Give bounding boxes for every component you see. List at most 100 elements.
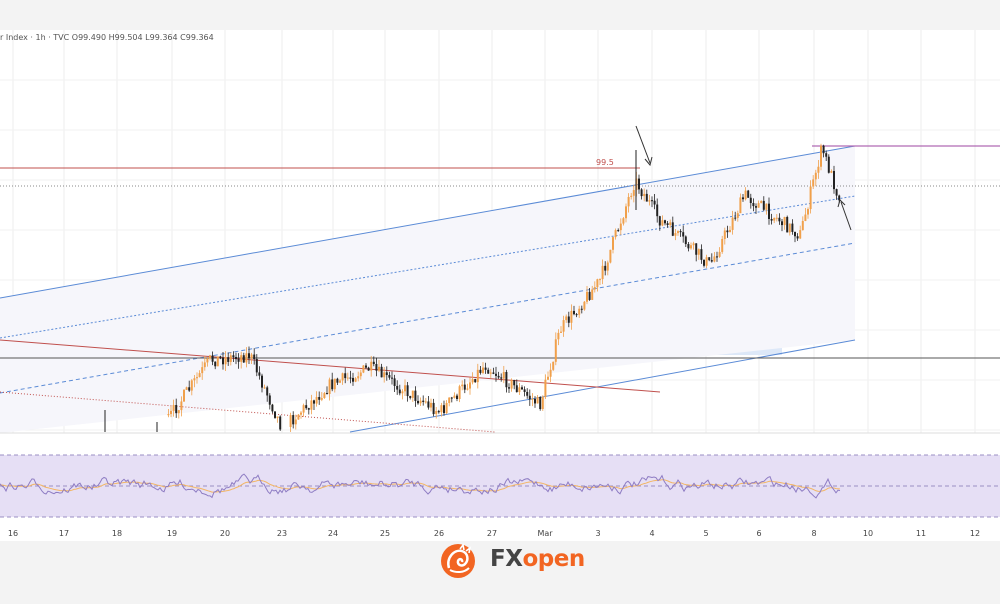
candle (812, 175, 815, 190)
candle-body (835, 189, 838, 196)
candle (744, 187, 747, 201)
candle (479, 366, 482, 375)
candle (705, 254, 708, 269)
candle-body (544, 379, 547, 397)
channel-mid-line (0, 242, 856, 394)
candle (710, 253, 713, 263)
x-axis: 16 17 18 19 20 23 24 25 26 27 Mar 3 4 5 6 8 10 11 12 (0, 521, 1000, 541)
candle-body (799, 230, 802, 239)
candle-body (216, 356, 219, 367)
candle (596, 278, 599, 292)
candle-body (757, 203, 760, 208)
candle (791, 219, 794, 235)
candle (320, 392, 323, 402)
candle (580, 305, 583, 314)
candle-body (232, 355, 235, 358)
candle-body (601, 265, 604, 280)
candle-body (476, 369, 479, 383)
candle-body (770, 219, 773, 221)
candle-body (365, 365, 367, 368)
candle-body (812, 179, 815, 187)
candle-body (440, 405, 443, 413)
candle (799, 225, 802, 240)
candle-body (279, 416, 282, 430)
candle-body (411, 390, 414, 398)
candle-body (573, 310, 575, 315)
candle (794, 231, 796, 243)
candle (471, 372, 474, 385)
candle (502, 365, 505, 384)
candle-body (461, 384, 464, 387)
candle-body (567, 316, 570, 323)
candle-body (375, 364, 378, 371)
candle (796, 233, 799, 241)
candle (300, 410, 302, 419)
candle-body (396, 385, 399, 390)
candle-body (404, 385, 406, 392)
candle-body (729, 229, 731, 233)
candle-body (622, 218, 625, 224)
candle-body (458, 386, 461, 400)
candle-body (658, 216, 661, 226)
candle (554, 332, 557, 366)
trend-lines (0, 145, 1000, 433)
candle-body (781, 221, 783, 226)
candle (237, 353, 240, 369)
candle-body (398, 389, 401, 394)
candle (544, 374, 547, 399)
dragon-emblem-icon (441, 543, 475, 578)
candle-body (456, 395, 458, 400)
candle-body (541, 396, 544, 410)
candle-body (333, 378, 336, 390)
candle (482, 362, 484, 375)
candle-body (809, 186, 812, 210)
x-tick-label: 4 (649, 529, 654, 538)
candle (567, 311, 570, 328)
candle (775, 214, 778, 222)
candle (762, 196, 765, 212)
candle (827, 154, 830, 174)
candle (292, 411, 295, 429)
candle-body (437, 411, 440, 413)
candle-body (630, 195, 633, 197)
candle-body (323, 393, 326, 399)
candle (508, 383, 510, 393)
candle-body (500, 377, 503, 379)
candle (622, 216, 625, 226)
candle-body (625, 206, 627, 219)
candle (755, 203, 757, 215)
candle (383, 367, 386, 383)
x-tick-label: Mar (537, 529, 553, 538)
candle (424, 397, 427, 404)
fxopen-logo (441, 543, 475, 578)
candle (817, 160, 820, 179)
candle-body (445, 402, 448, 414)
candle-body (796, 236, 799, 239)
candle (666, 221, 669, 228)
candle-body (484, 367, 487, 370)
channel-upper-line (0, 145, 856, 299)
candle-body (827, 156, 830, 173)
candle-body (768, 203, 770, 220)
candle-body (489, 372, 492, 374)
candle-body (341, 373, 344, 381)
candle-body (612, 237, 614, 250)
candle-body (817, 166, 820, 173)
candle (692, 241, 695, 250)
candle (357, 371, 360, 382)
candle-body (726, 230, 729, 233)
candle (721, 235, 724, 254)
candle (497, 371, 500, 379)
candle (398, 384, 401, 396)
candle (375, 357, 378, 377)
candle-body (388, 375, 391, 378)
candle (354, 377, 357, 383)
candle-body (294, 419, 297, 425)
candle (430, 398, 432, 412)
candle (222, 352, 224, 370)
candle (726, 225, 729, 238)
candle (723, 227, 726, 245)
candle-body (492, 372, 495, 374)
candle (344, 367, 347, 384)
